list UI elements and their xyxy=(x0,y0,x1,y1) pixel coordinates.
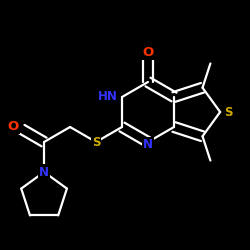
Text: N: N xyxy=(143,138,153,151)
Text: O: O xyxy=(142,46,154,59)
Text: S: S xyxy=(92,136,100,148)
Text: HN: HN xyxy=(98,90,118,104)
Text: S: S xyxy=(224,106,233,118)
Text: N: N xyxy=(39,166,49,178)
Text: O: O xyxy=(8,120,19,133)
